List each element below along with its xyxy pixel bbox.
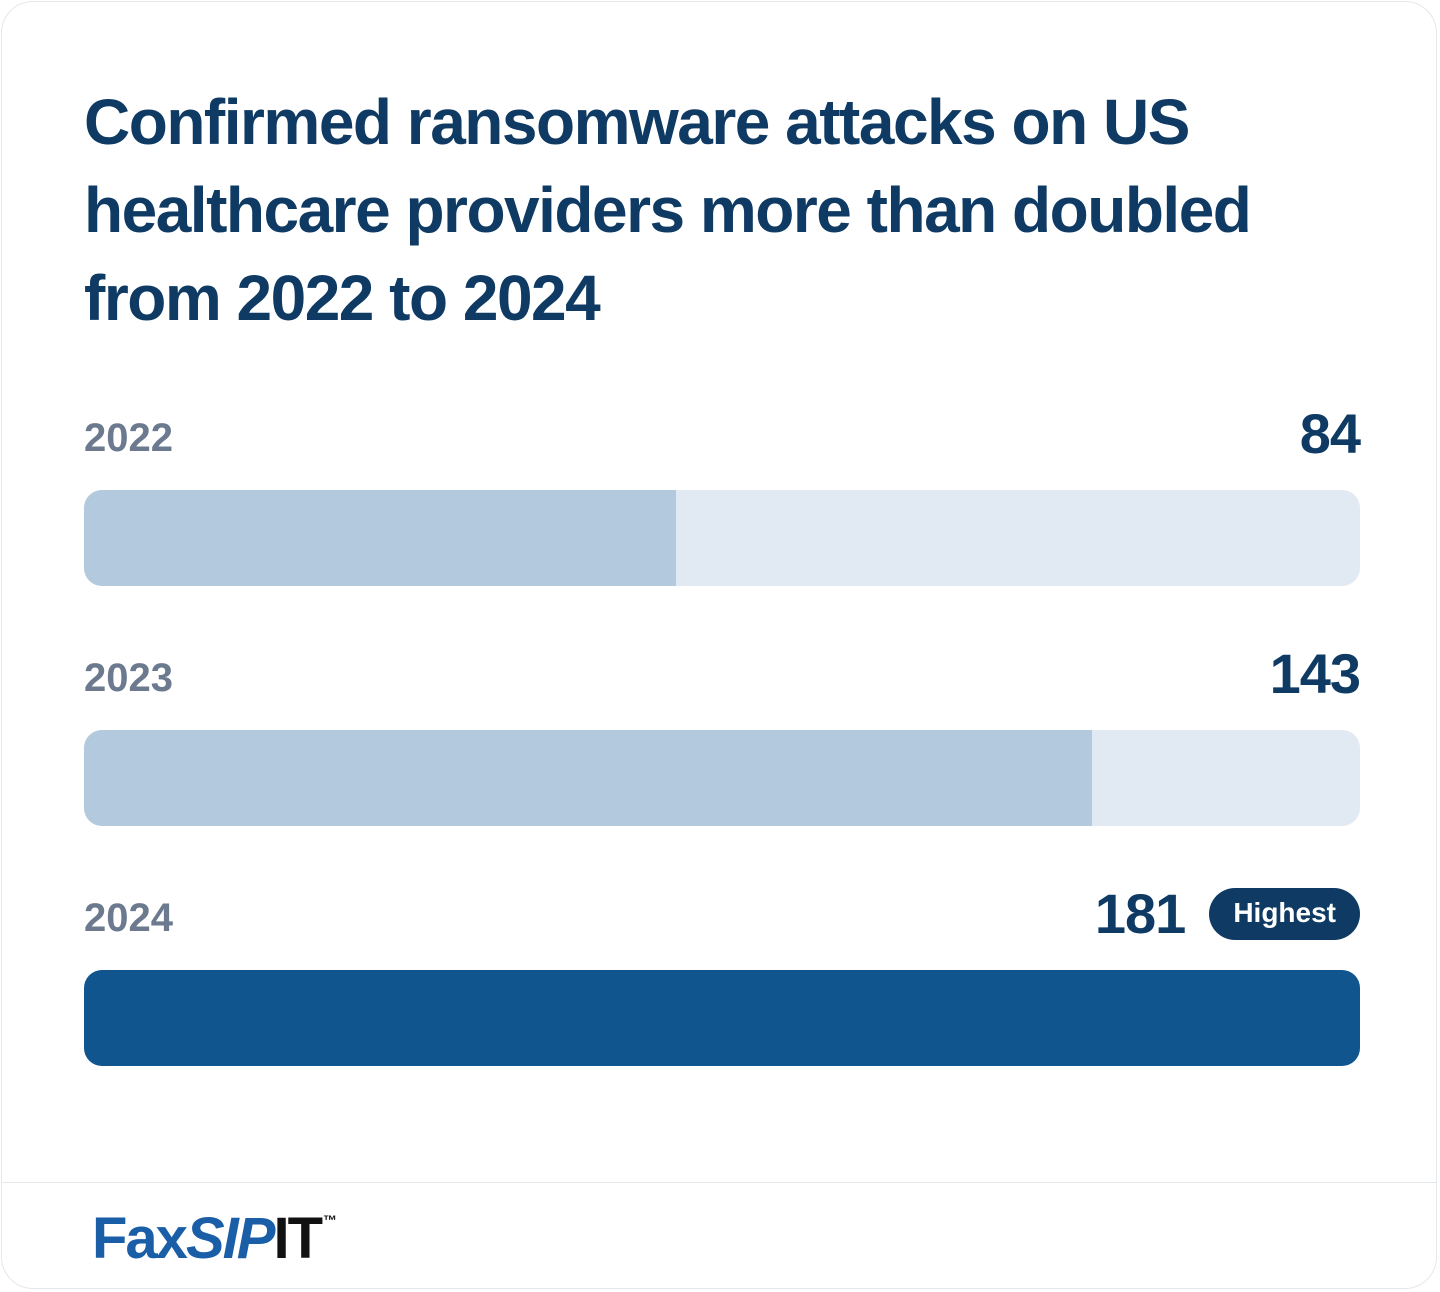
category-label-2024: 2024	[84, 896, 173, 940]
bar-track-2023	[84, 730, 1360, 826]
bar-2024	[84, 970, 1360, 1066]
data-label-2022: 84	[1299, 402, 1361, 465]
bar-row-2022: 2022 84	[84, 398, 1361, 586]
data-label-2024: 181	[1094, 882, 1186, 945]
value-group-2023: 143	[1269, 642, 1361, 705]
logo-fax-text: Fax	[92, 1206, 188, 1271]
logo-it-text: IT	[273, 1206, 323, 1271]
category-label-2022: 2022	[84, 416, 173, 460]
bar-row-2024: 2024 181 Highest	[84, 878, 1360, 1066]
bar-track-2022	[84, 490, 1360, 586]
chart-title: Confirmed ransomware attacks on US healt…	[84, 86, 1252, 334]
bar-2023	[84, 730, 1092, 826]
footer: Fax SIP IT ™	[2, 1182, 1436, 1288]
value-group-2022: 84	[1299, 402, 1361, 465]
logo-sip-text: SIP	[185, 1206, 275, 1271]
logo-trademark: ™	[323, 1212, 337, 1228]
faxsipit-logo: Fax SIP IT ™	[92, 1207, 337, 1271]
category-label-2023: 2023	[84, 656, 173, 700]
data-label-2023: 143	[1269, 642, 1361, 705]
bar-row-2023: 2023 143	[84, 638, 1361, 826]
highest-badge: Highest	[1209, 888, 1360, 940]
bar-2022	[84, 490, 676, 586]
bar-track-2024	[84, 970, 1360, 1066]
value-group-2024: 181 Highest	[1095, 884, 1360, 944]
